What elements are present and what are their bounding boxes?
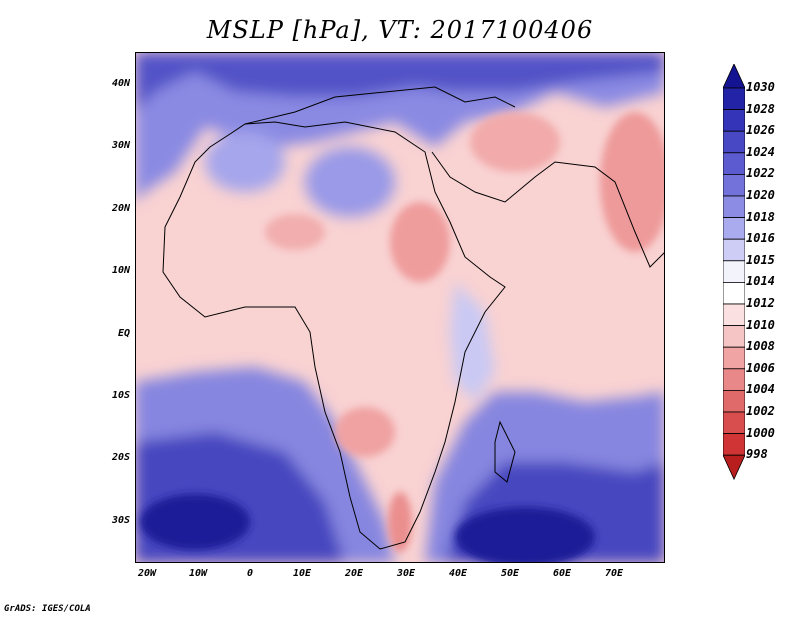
madagascar-outline (494, 420, 516, 483)
sahara-high (305, 147, 395, 217)
colorbar-swatch (723, 195, 745, 219)
colorbar-swatch (723, 174, 745, 197)
lat-tick-label: 30S (111, 515, 130, 526)
colorbar-label: 1028 (746, 101, 775, 116)
lon-tick-label: 20W (137, 568, 157, 579)
lat-tick-label: 20N (111, 203, 130, 214)
colorbar-label: 1010 (746, 317, 775, 332)
colorbar-label: 1014 (746, 274, 775, 289)
lon-tick-label: 10E (292, 568, 312, 579)
colorbar-swatch (723, 389, 745, 413)
colorbar-max-arrow (723, 64, 745, 89)
colorbar-label: 1022 (746, 166, 775, 181)
colorbar-label: 1024 (746, 144, 775, 159)
colorbar (723, 64, 745, 481)
lat-tick-label: 20S (111, 452, 130, 463)
colorbar-label: 1006 (746, 360, 775, 375)
coastlines (162, 86, 665, 550)
colorbar-label: 1030 (746, 80, 775, 94)
colorbar-label: 1004 (746, 382, 775, 397)
colorbar-swatch (723, 87, 745, 111)
chart-title: MSLP [hPa], VT: 2017100406 (206, 16, 594, 44)
colorbar-label: 1026 (746, 123, 775, 138)
colorbar-label: 1000 (746, 425, 775, 440)
lat-tick-label: 30N (111, 140, 130, 151)
lat-tick-label: 10S (111, 390, 130, 401)
lat-tick-label: 40N (111, 78, 130, 89)
lon-tick-label: 50E (500, 568, 520, 579)
colorbar-label: 998 (746, 447, 768, 462)
colorbar-label: 1015 (746, 252, 775, 267)
lon-tick-label: 10W (188, 568, 208, 579)
lon-tick-label: 40E (448, 568, 468, 579)
colorbar-label: 1016 (746, 231, 775, 246)
colorbar-label: 1018 (746, 209, 775, 224)
lon-tick-label: 30E (396, 568, 416, 579)
colorbar-swatch (723, 152, 745, 175)
colorbar-swatch (723, 217, 745, 240)
lon-tick-label: 70E (604, 568, 624, 579)
colorbar-swatch (723, 303, 745, 327)
lon-tick-label: 0 (246, 568, 254, 579)
colorbar-swatch (723, 411, 745, 435)
mslp-map (135, 52, 665, 563)
colorbar-swatch (723, 281, 745, 305)
colorbar-swatch (723, 260, 745, 283)
lon-tick-label: 20E (344, 568, 364, 579)
map-frame (135, 52, 665, 563)
lon-tick-label: 60E (552, 568, 572, 579)
colorbar-swatch (723, 130, 745, 154)
colorbar-label: 1020 (746, 188, 775, 202)
colorbar-label: 1002 (746, 404, 775, 418)
colorbar-min-arrow (723, 454, 745, 481)
lat-tick-label: 10N (111, 265, 130, 276)
colorbar-label: 1008 (746, 339, 775, 354)
lat-tick-label: EQ (117, 328, 130, 339)
colorbar-swatch (723, 238, 745, 262)
sudan-low (390, 202, 450, 282)
colorbar-swatch (723, 109, 745, 132)
colorbar-swatch (723, 325, 745, 348)
colorbar-swatch (723, 346, 745, 370)
colorbar-swatch (723, 433, 745, 456)
colorbar-swatch (723, 368, 745, 391)
grads-credit: GrADS: IGES/COLA (4, 604, 91, 614)
colorbar-label: 1012 (746, 296, 775, 310)
